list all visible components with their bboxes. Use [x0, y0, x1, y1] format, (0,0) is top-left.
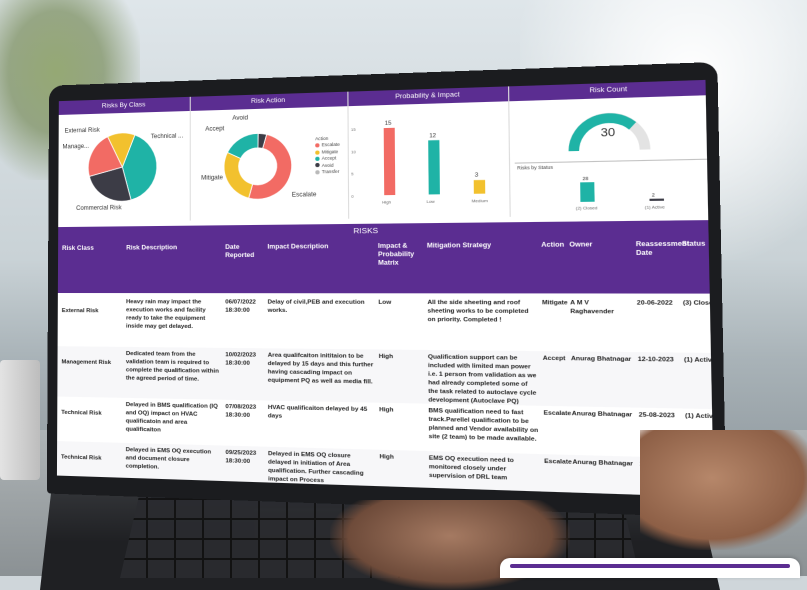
cell-strategy: All the side sheeting and roof sheeting …	[427, 299, 537, 325]
cell-strategy: BMS qualification need to fast track.Par…	[428, 407, 539, 444]
cell-owner: A M V Raghavender	[570, 299, 635, 317]
label-escalate: Escalate	[292, 192, 317, 199]
cell-impact: Area qualifcaiton inititaion to be delay…	[268, 351, 375, 386]
cell-cls: Technical Risk	[61, 453, 122, 463]
panel-risks-by-class[interactable]: Risks By Class External Risk Technical .…	[58, 97, 191, 222]
cell-impact: Delayed in EMS OQ closure delayed in ini…	[268, 450, 375, 487]
status-bar[interactable]	[649, 199, 664, 201]
probability-bar-chart[interactable]: 15 10 5 0 15 High 12 Low 3 Medium	[349, 101, 510, 218]
cell-reassess: 12-10-2023	[638, 355, 682, 364]
table-row[interactable]: External Risk Heavy rain may impact the e…	[58, 295, 711, 354]
label-management: Manage...	[63, 144, 89, 151]
status-title: Risks by Status	[517, 164, 553, 170]
bar-high[interactable]	[384, 128, 396, 195]
bar-category-label: Low	[426, 199, 434, 204]
label-accept: Accept	[205, 126, 224, 133]
charts-row: Risks By Class External Risk Technical .…	[58, 80, 708, 222]
panel-risk-count[interactable]: Risk Count 28 (2) Closed 2 (1) Active 30 Ri…	[509, 80, 714, 217]
cell-cls: External Risk	[62, 307, 122, 315]
laptop-bezel: Risks By Class External Risk Technical .…	[47, 62, 727, 518]
cell-action: Mitigate	[542, 299, 570, 308]
action-legend: Action Escalate Mitigate Accept Avoid Tr…	[315, 135, 340, 175]
label-external: External Risk	[65, 128, 100, 135]
bar-medium[interactable]	[474, 180, 486, 194]
cell-impact: Delay of civil,PEB and execution works.	[268, 298, 374, 315]
status-category-label: (2) Closed	[576, 205, 598, 211]
cell-action: Accept	[543, 354, 571, 363]
header-status[interactable]: Status	[682, 240, 706, 249]
header-impact-description[interactable]: Impact Description	[267, 243, 328, 252]
status-category-label: (1) Active	[645, 204, 666, 210]
cell-strategy: Qualification support can be included wi…	[428, 353, 539, 407]
status-value-label: 2	[652, 192, 656, 198]
label-mitigate: Mitigate	[201, 175, 223, 182]
cell-status: (3) Closed	[683, 299, 714, 308]
y-tick-label: 0	[351, 193, 354, 198]
legend-item: Transfer	[315, 169, 340, 176]
label-commercial: Commercial Risk	[76, 205, 121, 212]
y-tick-label: 5	[351, 171, 354, 176]
header-mitigation-strategy[interactable]: Mitigation Strategy	[427, 242, 491, 251]
cell-action: Escalate	[544, 457, 572, 467]
cell-owner: Anurag Bhatnagar	[572, 458, 637, 469]
dashboard-screen: Risks By Class External Risk Technical .…	[57, 80, 714, 497]
cell-strategy: EMS OQ execution need to monitored close…	[429, 454, 540, 483]
risk-count-gauge: 28 (2) Closed 2 (1) Active	[509, 95, 713, 217]
cell-matrix: High	[379, 453, 424, 463]
cell-owner: Anurag Bhatnagar	[572, 410, 637, 420]
cell-cls: Technical Risk	[61, 409, 121, 418]
label-avoid: Avoid	[232, 115, 248, 122]
cell-matrix: Low	[378, 299, 423, 308]
cell-date: 06/07/2022 18:30:00	[225, 298, 263, 315]
label-technical: Technical ...	[151, 133, 183, 140]
cell-reassess: 20-06-2022	[637, 299, 681, 308]
mug	[0, 360, 40, 480]
cell-matrix: High	[379, 406, 424, 415]
bar-value-label: 15	[385, 120, 392, 127]
cell-desc: Dedicated team from the validation team …	[126, 350, 221, 384]
cell-status: (1) Active	[684, 356, 714, 365]
cell-status: (1) Active	[685, 412, 714, 422]
bar-value-label: 12	[429, 133, 436, 140]
risk-count-value: 30	[601, 126, 616, 139]
header-owner[interactable]: Owner	[569, 241, 592, 250]
right-hand	[640, 430, 807, 550]
cell-matrix: High	[379, 353, 424, 362]
slice-mitigate[interactable]	[224, 152, 253, 199]
risks-table-header: Risk Class Risk Description Date Reporte…	[58, 236, 710, 294]
cell-impact: HVAC qualificaiton delayed by 45 days	[268, 404, 375, 423]
y-tick-label: 10	[351, 149, 357, 154]
bar-low[interactable]	[428, 140, 440, 194]
cell-date: 09/25/2023 18:30:00	[225, 449, 263, 467]
bottom-card	[500, 558, 800, 578]
cell-desc: Heavy rain may impact the execution work…	[126, 298, 221, 331]
bar-category-label: Medium	[472, 198, 489, 204]
header-reassessment-date[interactable]: Reassessment Date	[636, 240, 675, 258]
cell-action: Escalate	[543, 409, 571, 418]
cell-desc: Delayed in EMS OQ execution and document…	[126, 446, 222, 474]
y-tick-label: 15	[351, 127, 357, 132]
cell-cls: Management Risk	[61, 358, 121, 367]
cell-owner: Anurag Bhatnagar	[571, 355, 636, 365]
cell-reassess: 25-08-2023	[639, 411, 683, 421]
bar-category-label: High	[382, 199, 391, 204]
header-date-reported[interactable]: Date Reported	[225, 244, 259, 261]
cell-desc: Delayed in BMS qualification (IQ and OQ)…	[126, 401, 221, 436]
header-risk-description[interactable]: Risk Description	[126, 244, 177, 252]
bar-value-label: 3	[475, 173, 479, 180]
status-bar[interactable]	[580, 182, 594, 202]
status-value-label: 28	[582, 176, 589, 182]
slice-accept[interactable]	[227, 133, 258, 158]
header-matrix[interactable]: Impact & Probability Matrix	[378, 242, 420, 268]
cell-date: 10/02/2023 18:30:00	[225, 351, 263, 368]
header-risk-class[interactable]: Risk Class	[62, 245, 94, 253]
panel-risk-action[interactable]: Risk Action Avoid Accept Mitigate Escala…	[191, 92, 349, 221]
header-action[interactable]: Action	[541, 241, 564, 250]
panel-probability-impact[interactable]: Probability & Impact 15 10 5 0 15 High 12 Low 3 M…	[348, 86, 510, 218]
cell-date: 07/08/2023 18:30:00	[225, 403, 263, 421]
